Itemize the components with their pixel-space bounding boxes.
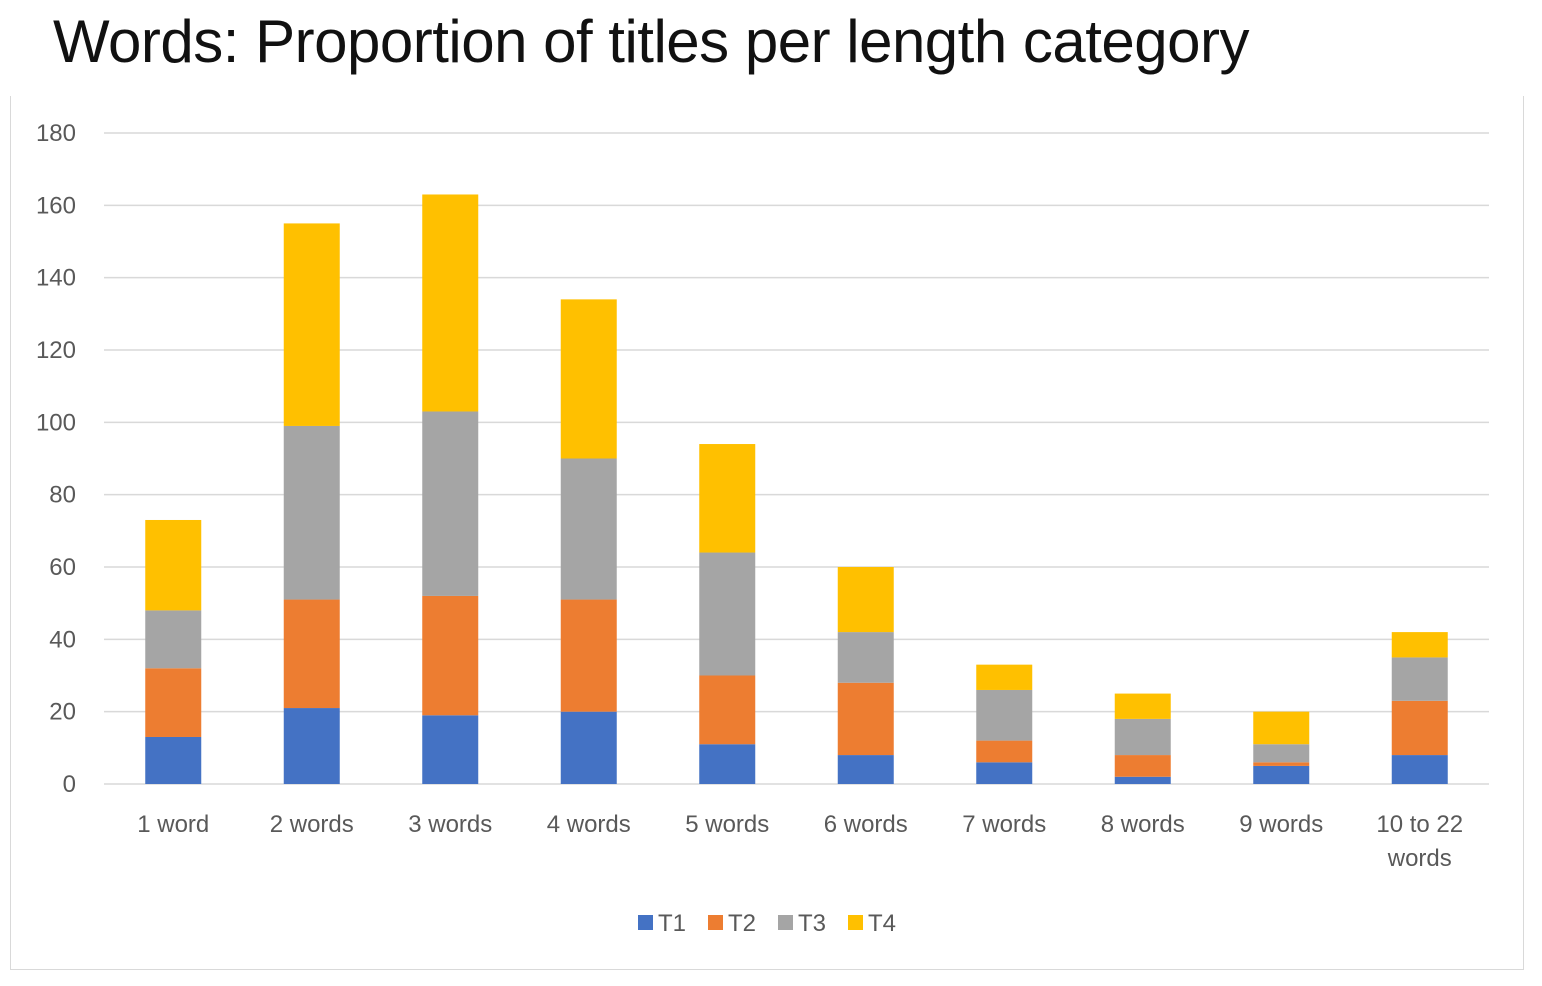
- bar-segment-t2: [145, 668, 202, 737]
- x-axis-ticks: 1 word 2 words 3 words 4 words 5 words 6 word…: [137, 811, 1463, 872]
- bar-segment-t4: [1114, 693, 1171, 719]
- slide-title-rest: : Proportion of titles per length catego…: [222, 8, 1250, 75]
- legend-label-t3: T3: [798, 910, 826, 937]
- bar-segment-t3: [1114, 718, 1171, 756]
- bar-segment-t2: [837, 682, 894, 756]
- bar-segment-t2: [1114, 755, 1171, 777]
- slide-title-bold: Words: [53, 8, 223, 75]
- x-tick-label: 3 words: [408, 811, 492, 838]
- y-tick-label: 60: [49, 554, 76, 581]
- bar-segment-t2: [560, 599, 617, 712]
- y-tick-label: 140: [36, 265, 76, 292]
- legend-swatch-t2: [708, 915, 723, 930]
- y-tick-label: 100: [36, 409, 76, 436]
- legend-label-t2: T2: [728, 910, 756, 937]
- bar-segment-t1: [1114, 776, 1171, 784]
- bar-segment-t1: [976, 762, 1033, 784]
- chart-frame: 0 20 40 60 80 100 120 140 160 180 1 word 2 words 3 …: [10, 96, 1524, 970]
- bar-segment-t3: [560, 458, 617, 600]
- bar-segment-t4: [145, 519, 202, 611]
- bar-segment-t1: [560, 711, 617, 784]
- bar-segment-t4: [699, 444, 756, 553]
- x-tick-label: 10 to 22: [1376, 811, 1463, 838]
- x-tick-label: 8 words: [1101, 811, 1185, 838]
- legend: T1 T2 T3 T4: [638, 910, 896, 937]
- bar-segment-t1: [283, 708, 340, 784]
- y-tick-label: 80: [49, 482, 76, 509]
- bar-segment-t2: [1391, 700, 1448, 756]
- legend-swatch-t1: [638, 915, 653, 930]
- y-tick-label: 120: [36, 337, 76, 364]
- bar-segment-t4: [976, 664, 1033, 690]
- y-tick-label: 20: [49, 699, 76, 726]
- bar-segment-t1: [422, 715, 479, 784]
- bar-segment-t1: [699, 744, 756, 784]
- stacked-bar-chart: 0 20 40 60 80 100 120 140 160 180 1 word 2 words 3 …: [36, 120, 1489, 937]
- bar-segment-t2: [283, 599, 340, 709]
- y-tick-label: 40: [49, 626, 76, 653]
- x-tick-label: words: [1387, 845, 1452, 872]
- bar-segment-t3: [837, 632, 894, 683]
- y-tick-label: 180: [36, 120, 76, 147]
- legend-label-t4: T4: [868, 910, 896, 937]
- legend-swatch-t3: [778, 915, 793, 930]
- bar-segment-t3: [422, 411, 479, 596]
- bar-segment-t3: [1391, 657, 1448, 701]
- bars: [145, 194, 1448, 784]
- bar-segment-t4: [283, 223, 340, 426]
- bar-segment-t3: [283, 425, 340, 600]
- bar-segment-t4: [422, 194, 479, 412]
- legend-label-t1: T1: [658, 910, 686, 937]
- bar-segment-t4: [837, 567, 894, 633]
- bar-segment-t2: [1253, 762, 1310, 766]
- x-tick-label: 5 words: [685, 811, 769, 838]
- bar-segment-t1: [837, 755, 894, 784]
- slide-title: Words: Proportion of titles per length c…: [53, 6, 1250, 78]
- bar-segment-t1: [1253, 765, 1310, 784]
- bar-segment-t4: [1253, 711, 1310, 745]
- bar-segment-t3: [145, 610, 202, 669]
- x-tick-label: 6 words: [824, 811, 908, 838]
- bar-segment-t4: [1391, 632, 1448, 658]
- bar-segment-t2: [976, 740, 1033, 763]
- x-tick-label: 1 word: [137, 811, 209, 838]
- legend-swatch-t4: [848, 915, 863, 930]
- y-tick-label: 160: [36, 192, 76, 219]
- x-tick-label: 7 words: [962, 811, 1046, 838]
- bar-segment-t1: [1391, 755, 1448, 784]
- x-tick-label: 9 words: [1239, 811, 1323, 838]
- y-axis-ticks: 0 20 40 60 80 100 120 140 160 180: [36, 120, 76, 798]
- bar-segment-t1: [145, 736, 202, 784]
- bar-segment-t2: [422, 595, 479, 716]
- bar-segment-t3: [1253, 744, 1310, 763]
- bar-segment-t3: [976, 689, 1033, 741]
- bar-segment-t4: [560, 299, 617, 459]
- x-tick-label: 2 words: [270, 811, 354, 838]
- bar-segment-t3: [699, 552, 756, 676]
- x-tick-label: 4 words: [547, 811, 631, 838]
- bar-segment-t2: [699, 675, 756, 745]
- y-tick-label: 0: [63, 771, 76, 798]
